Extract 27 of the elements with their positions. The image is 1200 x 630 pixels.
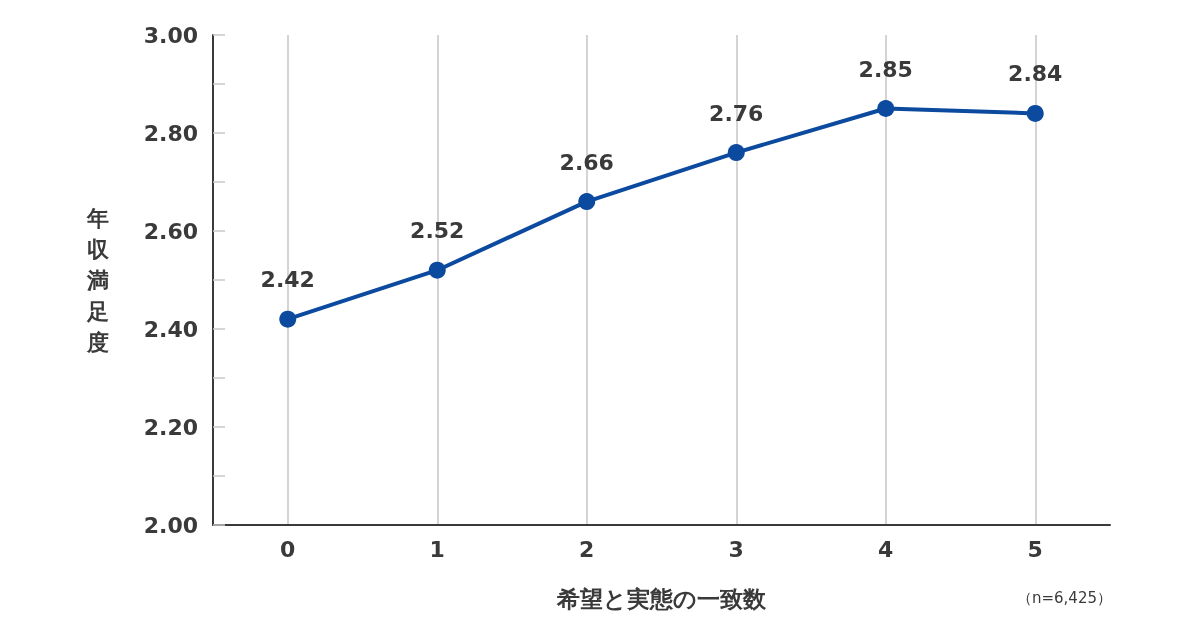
x-tick-label: 5 (1027, 536, 1043, 562)
text: （n=6,425） (1016, 588, 1113, 607)
x-tick-label: 3 (728, 536, 744, 562)
y-tick-label: 2.40 (143, 316, 198, 342)
data-label: 2.66 (559, 149, 614, 175)
point (1026, 104, 1044, 122)
x-tick-label: 0 (280, 536, 296, 562)
y-tick-label: 2.20 (143, 414, 198, 440)
y-tick-label: 3.00 (143, 22, 198, 48)
point (428, 261, 446, 279)
data-label: 2.42 (260, 267, 315, 293)
point (578, 193, 596, 211)
point (727, 144, 745, 162)
point (877, 100, 895, 117)
point (279, 310, 297, 328)
y-axis-title: 年収満足度 (86, 205, 110, 355)
data-label: 2.84 (1008, 61, 1063, 87)
y-tick-label: 2.80 (143, 120, 198, 146)
x-tick-label: 2 (579, 536, 595, 562)
y-tick-label: 2.60 (143, 218, 198, 244)
data-label: 2.52 (410, 218, 465, 244)
data-label: 2.85 (858, 56, 913, 82)
x-tick-label: 4 (878, 536, 894, 562)
data-label: 2.76 (709, 100, 764, 126)
y-tick-label: 2.00 (143, 512, 198, 538)
x-axis-title: 希望と実態の一致数 (556, 585, 767, 612)
x-tick-label: 1 (429, 536, 445, 562)
